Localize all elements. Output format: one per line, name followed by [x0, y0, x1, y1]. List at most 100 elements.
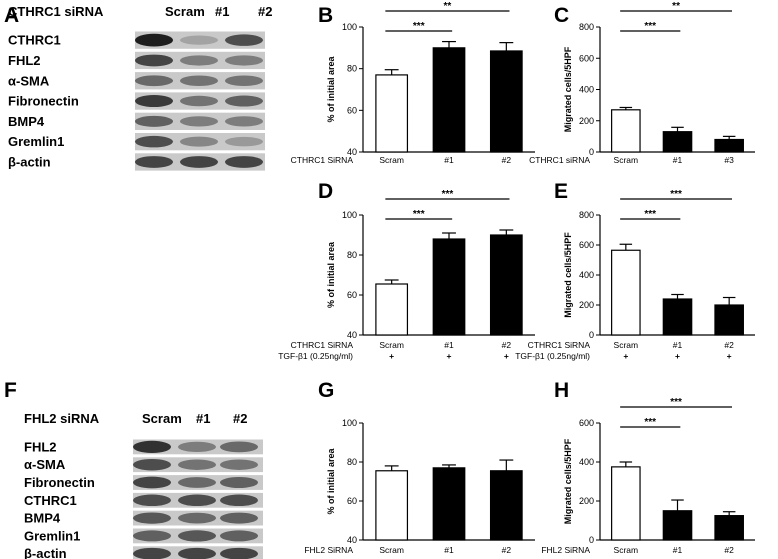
blot-band: [133, 494, 171, 507]
bar-3: [714, 138, 744, 153]
x-tick-label: Scram: [614, 340, 639, 350]
blot-row-label: BMP4: [8, 114, 45, 129]
bar-3: [489, 50, 523, 153]
blot-lane-label: #2: [233, 411, 247, 426]
treatment-label: TGF-β1 (0.25ng/ml): [278, 351, 353, 361]
blot-lane-label: #2: [258, 4, 272, 19]
row-label: FHL2 SiRNA: [541, 545, 590, 555]
blot-band: [178, 459, 216, 470]
blot-band: [178, 441, 216, 453]
blot-band: [220, 477, 258, 488]
blot-band: [133, 547, 171, 559]
blot-band: [135, 33, 173, 47]
chart-g: 40 60 80 100 % of initial area Scram #1 #2 FHL2 …: [304, 418, 535, 555]
blot-band: [180, 95, 218, 107]
y-tick-label: 80: [347, 457, 357, 467]
y-tick-label: 80: [347, 250, 357, 260]
row-label: CTHRC1 SiRNA: [291, 155, 354, 165]
treatment-label: TGF-β1 (0.25ng/ml): [515, 351, 590, 361]
bar-charts: 40 60 80 100 % of initial area Scram #1 #2 CTHRC…: [278, 1, 755, 555]
blot-band: [225, 116, 263, 127]
chart-h: 0 200 400 600 Migrated cells/5HPF Scram #1 #2 FH…: [541, 397, 755, 555]
bar-2: [662, 298, 693, 336]
blot-band: [225, 55, 263, 66]
blot-lane-label: #1: [215, 4, 229, 19]
significance-label: **: [672, 1, 680, 12]
blot-band: [225, 136, 263, 147]
blot-band: [180, 116, 218, 127]
blot-band: [133, 512, 171, 524]
y-tick-label: 400: [579, 270, 594, 280]
blot-band: [180, 75, 218, 86]
treatment-mark: +: [623, 351, 628, 361]
x-tick-label: #1: [673, 545, 683, 555]
bar-2: [432, 47, 466, 153]
blot-band: [135, 54, 173, 67]
x-tick-label: #2: [724, 545, 734, 555]
bar-3: [489, 234, 523, 336]
x-tick-label: Scram: [614, 155, 639, 165]
y-tick-label: 0: [589, 535, 594, 545]
significance-label: ***: [670, 189, 682, 200]
blot-band: [180, 55, 218, 66]
y-tick-label: 200: [579, 300, 594, 310]
x-tick-label: #1: [673, 340, 683, 350]
y-tick-label: 80: [347, 64, 357, 74]
blot-band: [135, 135, 173, 148]
blot-lane-label: Scram: [142, 411, 182, 426]
blot-band: [220, 441, 258, 453]
x-tick-label: #2: [502, 155, 512, 165]
y-tick-label: 400: [579, 457, 594, 467]
blot-band: [135, 75, 173, 87]
bar-2: [432, 238, 466, 336]
significance-label: ***: [442, 189, 454, 200]
y-tick-label: 100: [342, 210, 357, 220]
panel-label-e: E: [554, 180, 568, 203]
blot-band: [180, 136, 218, 147]
blot-band: [220, 459, 258, 470]
western-blots: CTHRC1 siRNA Scram #1 #2 CTHRC1 FHL2 α-SMA Fibr…: [8, 4, 272, 559]
y-tick-label: 200: [579, 116, 594, 126]
x-tick-label: #1: [673, 155, 683, 165]
y-axis-label: Migrated cells/5HPF: [563, 438, 573, 524]
blot-band: [220, 494, 258, 507]
x-tick-label: #1: [444, 155, 454, 165]
significance-label: ***: [644, 21, 656, 32]
bar-1: [611, 466, 641, 541]
y-axis-label: Migrated cells/5HPF: [563, 46, 573, 132]
treatment-mark: +: [504, 351, 509, 361]
x-tick-label: #3: [724, 155, 734, 165]
y-tick-label: 60: [347, 496, 357, 506]
panel-label-d: D: [318, 180, 333, 203]
treatment-mark: +: [389, 351, 394, 361]
blot-row-label: CTHRC1: [8, 33, 61, 48]
blot-band: [220, 512, 258, 524]
blot-band: [133, 440, 171, 454]
blot-panel-f: FHL2 siRNA Scram #1 #2 FHL2 α-SMA Fibronectin C…: [24, 411, 263, 559]
significance-label: ***: [670, 397, 682, 408]
panel-label-g: G: [318, 379, 334, 402]
x-tick-label: Scram: [379, 155, 404, 165]
blot-lane-label: Scram: [165, 4, 205, 19]
row-label: CTHRC1 siRNA: [529, 155, 590, 165]
blot-band: [180, 156, 218, 168]
bar-1: [611, 109, 641, 153]
blot-row-label: Gremlin1: [24, 528, 80, 543]
blot-row-label: BMP4: [24, 511, 61, 526]
significance-label: ***: [413, 21, 425, 32]
blot-band: [180, 35, 218, 45]
y-tick-label: 100: [342, 22, 357, 32]
blot-row-label: FHL2: [24, 439, 57, 454]
y-tick-label: 60: [347, 290, 357, 300]
bar-3: [714, 304, 744, 336]
y-tick-label: 40: [347, 147, 357, 157]
blot-band: [220, 547, 258, 559]
y-tick-label: 800: [579, 22, 594, 32]
treatment-mark: +: [675, 351, 680, 361]
blot-row-label: Fibronectin: [24, 475, 95, 490]
blot-row-label: β-actin: [8, 154, 51, 169]
panel-label-c: C: [554, 4, 569, 27]
row-label: FHL2 SiRNA: [304, 545, 353, 555]
